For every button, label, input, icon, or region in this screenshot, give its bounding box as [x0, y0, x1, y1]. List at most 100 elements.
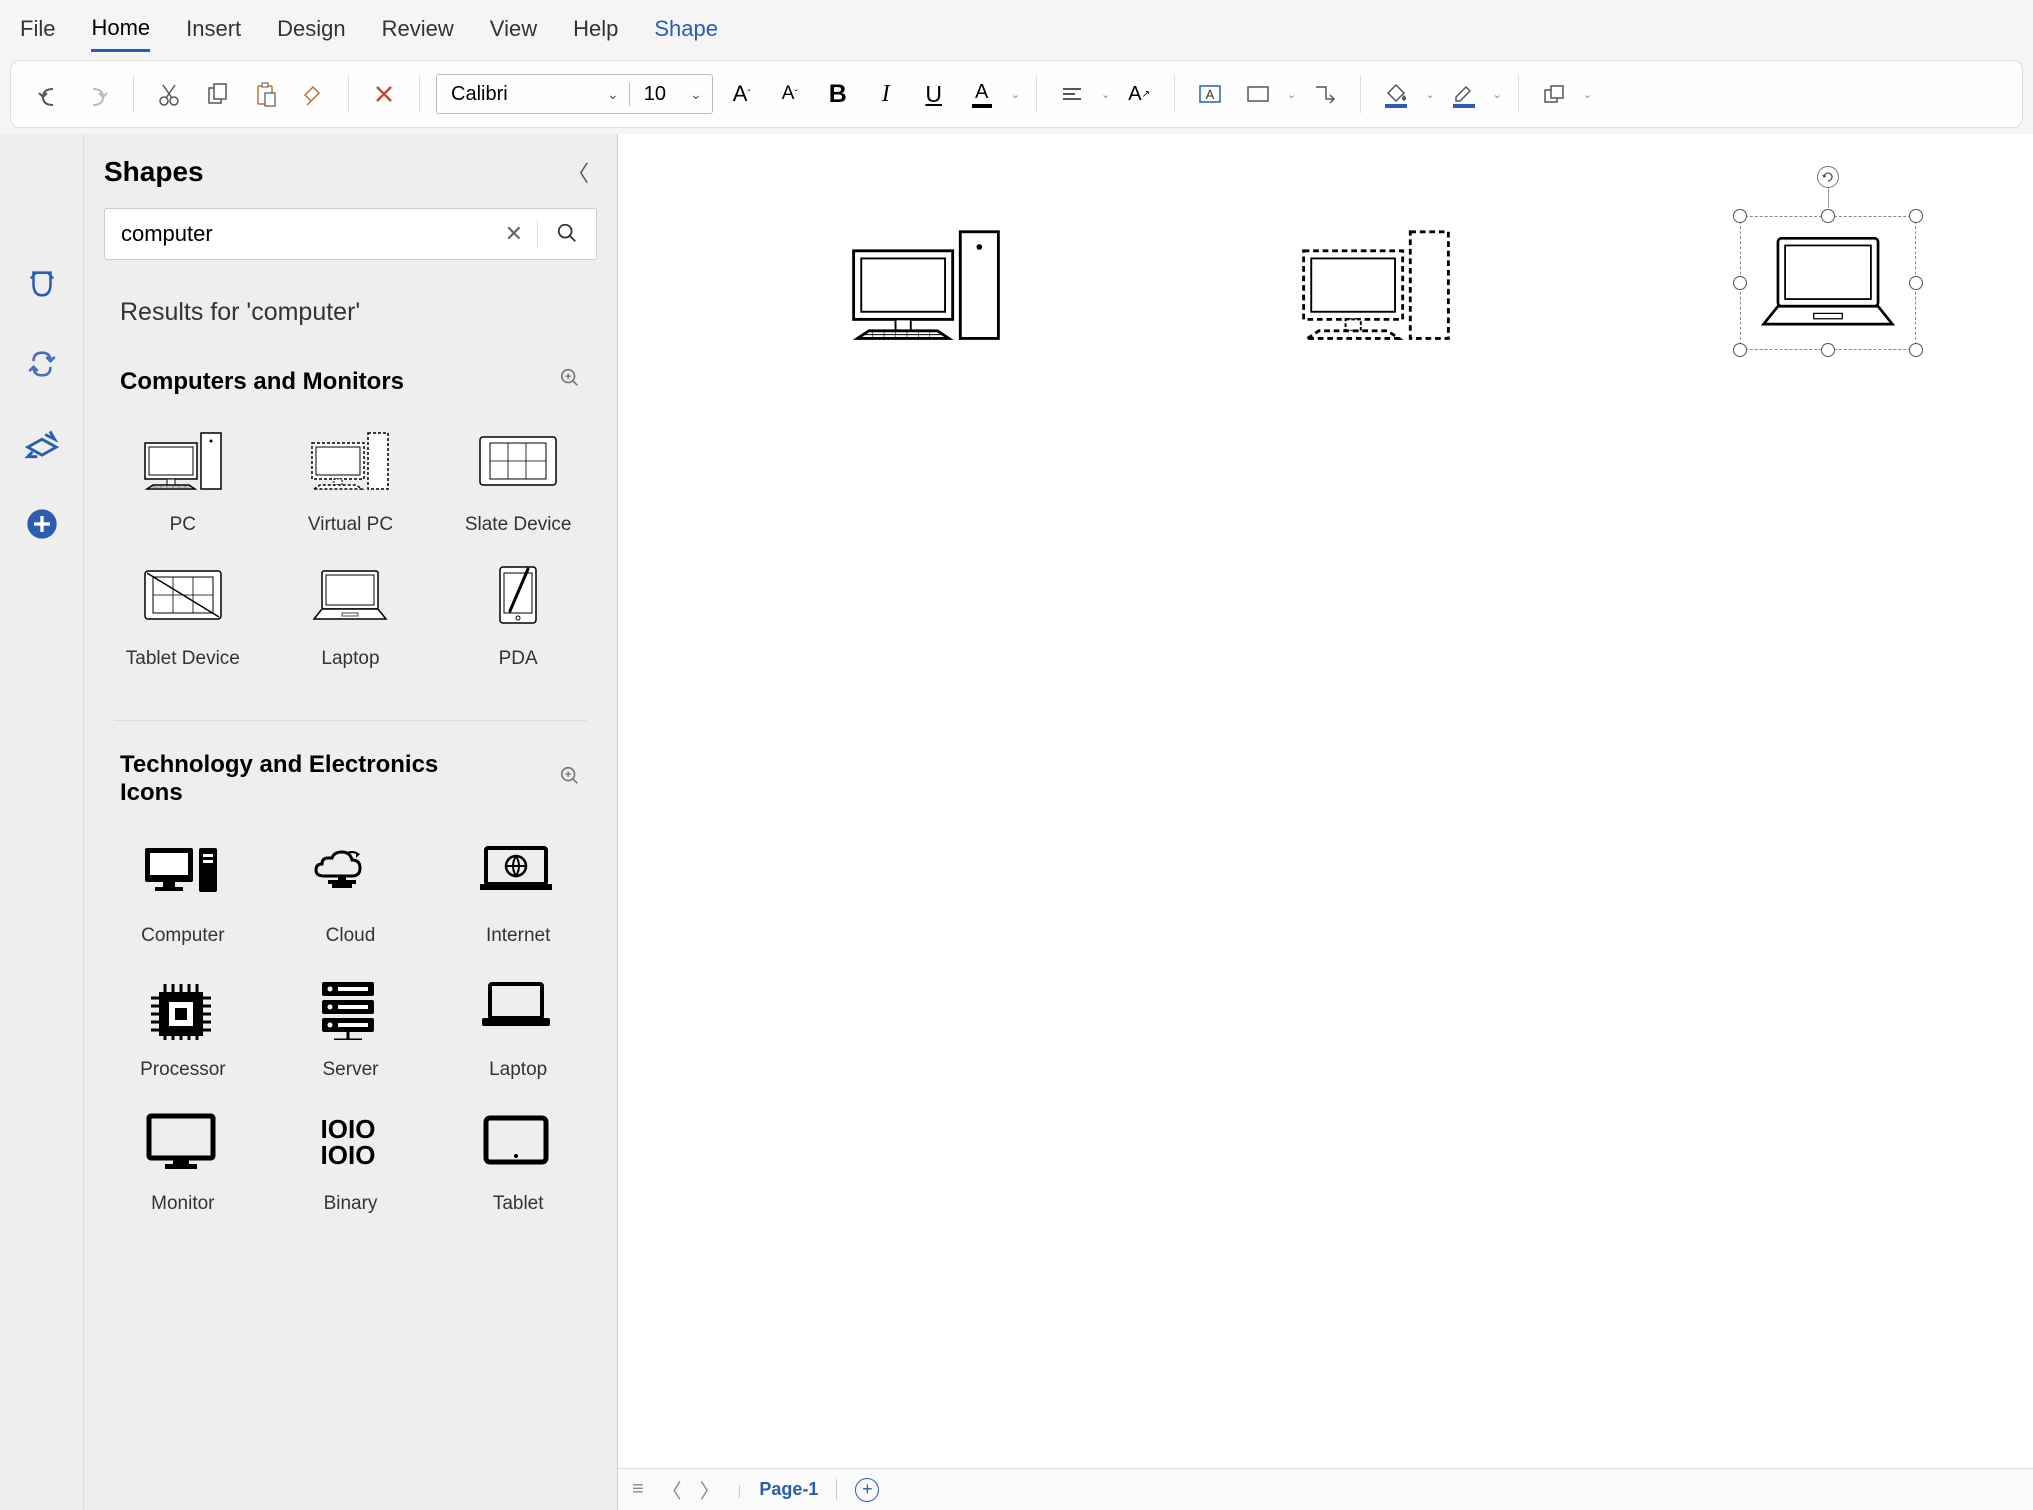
drawing-canvas[interactable]: [618, 134, 2033, 1468]
shape-thumb-icon: [308, 837, 392, 909]
results-label: Results for 'computer': [94, 278, 607, 347]
font-selector[interactable]: Calibri ⌄ 10 ⌄: [436, 74, 713, 114]
font-name-value: Calibri: [437, 83, 597, 106]
add-page-button[interactable]: +: [855, 1478, 879, 1502]
copy-button[interactable]: [198, 75, 236, 113]
paste-button[interactable]: [246, 75, 284, 113]
decrease-font-button[interactable]: Aˇ: [771, 75, 809, 113]
menu-view[interactable]: View: [490, 8, 537, 50]
shape-thumb-icon: [308, 426, 392, 498]
shape-pc[interactable]: PC: [104, 426, 262, 536]
chevron-down-icon[interactable]: ⌄: [1583, 88, 1592, 101]
zoom-category-icon[interactable]: [559, 367, 581, 396]
shape-label: Processor: [140, 1059, 226, 1081]
chevron-down-icon: ⌄: [680, 86, 712, 103]
shape-label: Virtual PC: [308, 514, 393, 536]
bold-button[interactable]: B: [819, 75, 857, 113]
shape-tablet-dev[interactable]: Tablet Device: [104, 560, 262, 670]
zoom-category-icon[interactable]: [559, 765, 581, 794]
menu-file[interactable]: File: [20, 8, 55, 50]
italic-button[interactable]: I: [867, 75, 905, 113]
chevron-down-icon[interactable]: ⌄: [1011, 88, 1020, 101]
textbox-button[interactable]: [1191, 75, 1229, 113]
menu-shape[interactable]: Shape: [654, 8, 718, 50]
connector-button[interactable]: [1306, 75, 1344, 113]
align-button[interactable]: [1053, 75, 1091, 113]
shape-cloud-solid[interactable]: Cloud: [272, 837, 430, 947]
category-header: Technology and Electronics Icons: [94, 731, 607, 817]
search-button[interactable]: [538, 222, 596, 247]
stencil-icon[interactable]: [22, 264, 62, 304]
text-direction-button[interactable]: A↗: [1120, 75, 1158, 113]
shape-server-solid[interactable]: Server: [272, 971, 430, 1081]
shape-thumb-icon: [141, 560, 225, 632]
shape-computer-solid[interactable]: Computer: [104, 837, 262, 947]
menu-help[interactable]: Help: [573, 8, 618, 50]
selection-handle[interactable]: [1909, 343, 1923, 357]
collapse-panel-button[interactable]: 〈: [567, 156, 589, 188]
shape-binary-solid[interactable]: Binary: [272, 1105, 430, 1215]
shape-slate[interactable]: Slate Device: [439, 426, 597, 536]
shape-tablet-solid[interactable]: Tablet: [439, 1105, 597, 1215]
menu-insert[interactable]: Insert: [186, 8, 241, 50]
clear-search-button[interactable]: ✕: [491, 221, 538, 247]
shape-label: Laptop: [321, 648, 379, 670]
shape-pda[interactable]: PDA: [439, 560, 597, 670]
delete-button[interactable]: [365, 75, 403, 113]
shape-label: Computer: [141, 925, 224, 947]
shape-label: Internet: [486, 925, 550, 947]
shape-monitor-solid[interactable]: Monitor: [104, 1105, 262, 1215]
next-page-button[interactable]: 〉: [700, 1475, 720, 1504]
selection-handle[interactable]: [1909, 276, 1923, 290]
format-painter-button[interactable]: [294, 75, 332, 113]
chevron-down-icon[interactable]: ⌄: [1101, 88, 1110, 101]
chevron-down-icon[interactable]: ⌄: [1493, 88, 1502, 101]
menu-home[interactable]: Home: [91, 7, 150, 52]
chevron-down-icon[interactable]: ⌄: [1425, 88, 1434, 101]
shape-label: Monitor: [151, 1193, 214, 1215]
prev-page-button[interactable]: 〈: [662, 1475, 682, 1504]
selection-handle[interactable]: [1909, 209, 1923, 223]
shape-label: Cloud: [326, 925, 376, 947]
shape-label: Binary: [324, 1193, 378, 1215]
selection-handle[interactable]: [1733, 209, 1747, 223]
add-icon[interactable]: [22, 504, 62, 544]
shape-label: Slate Device: [465, 514, 572, 536]
shape-laptop[interactable]: Laptop: [272, 560, 430, 670]
undo-button[interactable]: [31, 75, 69, 113]
shape-label: Tablet Device: [126, 648, 240, 670]
shape-laptop-solid[interactable]: Laptop: [439, 971, 597, 1081]
font-color-button[interactable]: A: [963, 75, 1001, 113]
line-color-button[interactable]: [1445, 75, 1483, 113]
fill-color-button[interactable]: [1377, 75, 1415, 113]
search-input[interactable]: [105, 221, 491, 247]
cut-button[interactable]: [150, 75, 188, 113]
menu-bar: File Home Insert Design Review View Help Shape: [0, 0, 2033, 58]
page-tab[interactable]: Page-1: [759, 1479, 837, 1500]
shapes-content: Shapes 〈 ✕ Results for 'computer'Compute…: [84, 134, 617, 1510]
selection-handle[interactable]: [1821, 343, 1835, 357]
increase-font-button[interactable]: Aˆ: [723, 75, 761, 113]
menu-design[interactable]: Design: [277, 8, 345, 50]
shape-processor-solid[interactable]: Processor: [104, 971, 262, 1081]
refresh-icon[interactable]: [22, 344, 62, 384]
canvas-shape-virtual-pc[interactable]: [1296, 222, 1456, 352]
all-pages-button[interactable]: ≡: [632, 1478, 644, 1501]
selection-handle[interactable]: [1733, 276, 1747, 290]
layers-icon[interactable]: [22, 424, 62, 464]
chevron-down-icon[interactable]: ⌄: [1287, 88, 1296, 101]
rotation-handle[interactable]: [1817, 166, 1839, 188]
shape-thumb-icon: [476, 1105, 560, 1177]
selection-handle[interactable]: [1733, 343, 1747, 357]
shape-thumb-icon: [141, 971, 225, 1043]
shape-virtual-pc[interactable]: Virtual PC: [272, 426, 430, 536]
canvas-shape-pc[interactable]: [846, 222, 1006, 352]
selection-handle[interactable]: [1821, 209, 1835, 223]
shape-internet-solid[interactable]: Internet: [439, 837, 597, 947]
redo-button[interactable]: [79, 75, 117, 113]
arrange-button[interactable]: [1535, 75, 1573, 113]
menu-review[interactable]: Review: [382, 8, 454, 50]
underline-button[interactable]: U: [915, 75, 953, 113]
rectangle-button[interactable]: [1239, 75, 1277, 113]
shapes-scroll-area[interactable]: Results for 'computer'Computers and Moni…: [84, 278, 617, 1510]
